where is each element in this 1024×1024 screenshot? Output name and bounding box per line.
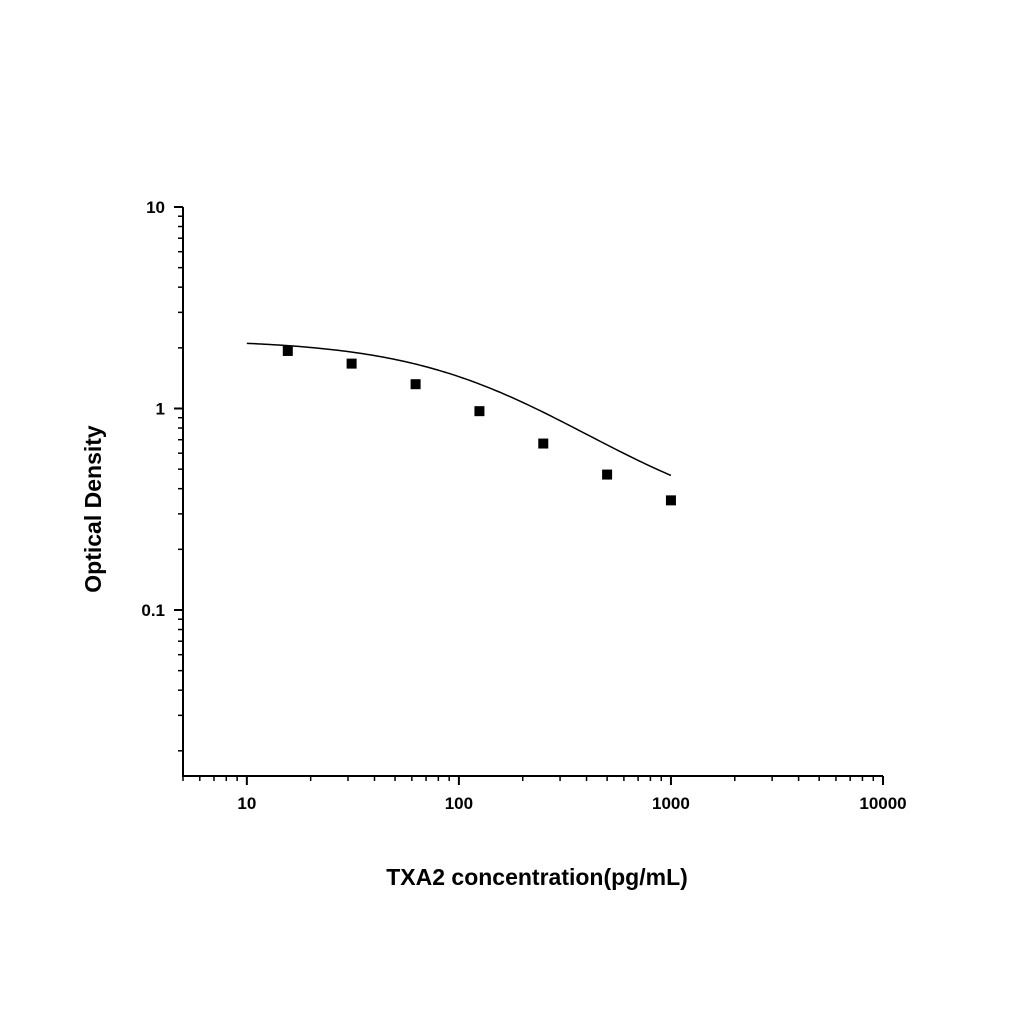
data-point-marker: [282, 345, 293, 356]
y-tick-label: 10: [146, 198, 165, 217]
x-tick-label: 10: [237, 794, 256, 813]
x-axis-title: TXA2 concentration(pg/mL): [386, 864, 688, 890]
x-tick-label: 10000: [859, 794, 906, 813]
y-tick-label: 1: [156, 399, 165, 418]
data-point-marker: [474, 406, 485, 417]
data-point-marker: [346, 358, 357, 369]
y-axis-ticks: 10 1 0.1: [141, 198, 183, 752]
data-point-marker: [602, 469, 613, 480]
fit-curve-line: [246, 342, 672, 477]
x-axis-ticks: 10 100 1000 10000: [182, 776, 907, 813]
data-point-marker: [410, 379, 421, 390]
y-tick-label: 0.1: [141, 601, 165, 620]
data-point-marker: [538, 438, 549, 449]
y-axis-title: Optical Density: [80, 425, 106, 593]
data-point-marker: [665, 495, 676, 506]
x-tick-label: 1000: [652, 794, 690, 813]
x-tick-label: 100: [445, 794, 473, 813]
axes: 10 1 0.1 10 100 1000 10000: [141, 198, 906, 813]
data-points: [282, 345, 676, 506]
